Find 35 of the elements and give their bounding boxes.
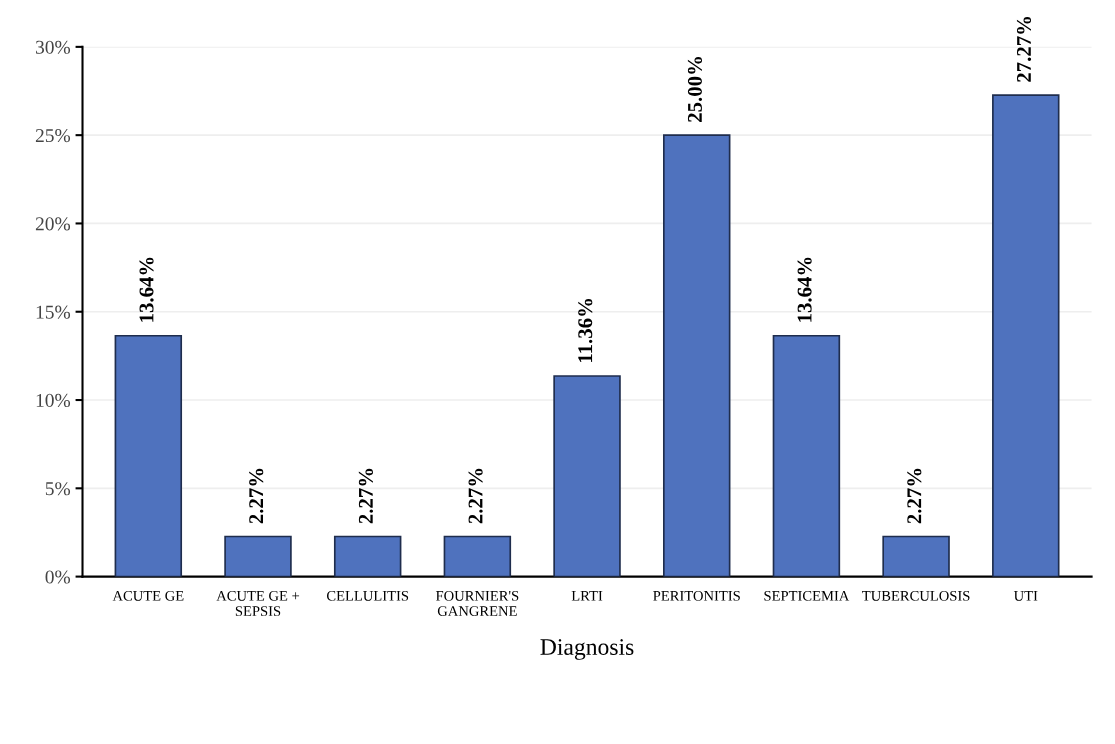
x-tick-label: TUBERCULOSIS: [862, 590, 970, 601]
data-label: 27.27%: [1016, 16, 1032, 82]
bar: [333, 535, 402, 577]
data-label: 11.36%: [578, 299, 593, 362]
y-tick-label: 15%: [36, 305, 71, 319]
x-tick-label: FOURNIER'S GANGRENE: [435, 590, 519, 616]
bar: [443, 535, 512, 577]
y-tick-label: 10%: [36, 393, 71, 408]
x-tick-label: LRTI: [571, 591, 603, 601]
data-label: 2.27%: [249, 468, 264, 524]
data-label: 25.00%: [687, 57, 703, 122]
bar: [114, 334, 183, 577]
y-tick-label: 0%: [45, 570, 71, 584]
x-tick-label: PERITONITIS: [653, 590, 740, 601]
y-tick-label: 25%: [35, 128, 71, 143]
bar: [992, 94, 1060, 577]
bar: [772, 334, 841, 577]
bar: [224, 535, 292, 577]
data-label: 2.27%: [907, 468, 922, 524]
y-tick-label: 5%: [45, 482, 71, 496]
data-label: 2.27%: [468, 468, 483, 524]
y-tick-label: 20%: [35, 217, 71, 231]
data-label: 13.64%: [139, 257, 154, 322]
bar: [553, 375, 621, 577]
x-axis-title: Diagnosis: [540, 639, 634, 660]
x-tick-label: CELLULITIS: [326, 590, 409, 601]
y-tick-label: 30%: [35, 40, 71, 54]
bar: [882, 535, 950, 577]
x-tick-label: ACUTE GE + SEPSIS: [216, 590, 300, 616]
x-tick-label: SEPTICEMIA: [764, 590, 850, 601]
data-label: 2.27%: [358, 468, 373, 524]
bar: [662, 134, 731, 577]
x-tick-label: UTI: [1013, 591, 1038, 601]
data-label: 13.64%: [797, 257, 812, 322]
x-tick-label: ACUTE GE: [112, 590, 184, 601]
